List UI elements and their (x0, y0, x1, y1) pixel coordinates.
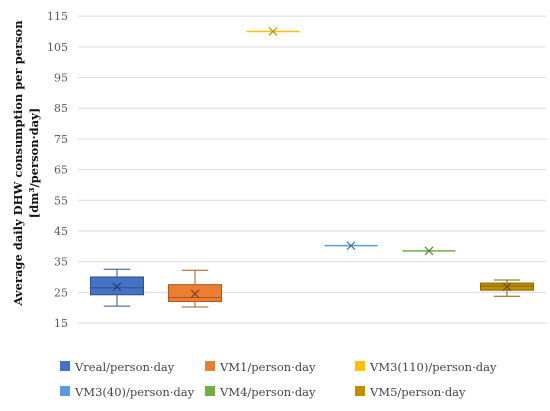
legend-item: Vreal/person·day (60, 360, 175, 374)
legend-item: VM4/person·day (205, 385, 316, 399)
mean-marker (346, 241, 356, 251)
y-axis-title-line-1: Average daily DHW consumption per person (11, 20, 25, 307)
legend-label: Vreal/person·day (74, 360, 175, 374)
legend-item: VM3(110)/person·day (355, 360, 497, 374)
mean-marker (424, 246, 434, 256)
legend-swatch (205, 361, 215, 371)
gridlines (78, 15, 546, 324)
legend-swatch (355, 386, 365, 396)
y-tick-label: 95 (54, 72, 68, 85)
legend-swatch (60, 386, 70, 396)
box-6 (479, 279, 535, 297)
legend-label: VM1/person·day (219, 360, 316, 374)
legend-swatch (205, 386, 215, 396)
y-tick-label: 75 (54, 133, 68, 146)
y-tick-label: 85 (54, 102, 68, 115)
legend: Vreal/person·day VM1/person·day VM3(110)/p… (60, 360, 497, 399)
legend-label: VM5/person·day (369, 385, 466, 399)
y-tick-label: 25 (54, 286, 68, 299)
mean-marker (190, 289, 200, 299)
y-tick-label: 55 (54, 194, 68, 207)
legend-label: VM4/person·day (219, 385, 316, 399)
box-2 (167, 269, 223, 308)
box-3 (246, 27, 300, 36)
box-4 (324, 241, 378, 251)
legend-item: VM1/person·day (205, 360, 316, 374)
box-body (89, 276, 145, 296)
y-tick-label: 15 (54, 317, 68, 330)
legend-swatch (355, 361, 365, 371)
y-tick-labels: 15 25 35 45 55 65 75 85 95 105 115 (47, 10, 68, 330)
box-series (89, 27, 535, 308)
y-axis-title: Average daily DHW consumption per person… (11, 20, 41, 307)
y-axis-title-line-2: [dm³/person·day] (27, 108, 41, 218)
y-tick-label: 35 (54, 256, 68, 269)
box-5 (402, 246, 456, 256)
y-tick-label: 115 (47, 10, 68, 23)
legend-label: VM3(110)/person·day (369, 360, 497, 374)
y-tick-label: 45 (54, 225, 68, 238)
legend-swatch (60, 361, 70, 371)
y-tick-label: 105 (47, 41, 68, 54)
mean-marker (268, 27, 278, 36)
legend-item: VM3(40)/person·day (60, 385, 195, 399)
legend-item: VM5/person·day (355, 385, 466, 399)
y-tick-label: 65 (54, 164, 68, 177)
mean-marker (502, 282, 512, 292)
box-1 (89, 268, 145, 307)
mean-marker (112, 282, 122, 292)
legend-label: VM3(40)/person·day (74, 385, 195, 399)
